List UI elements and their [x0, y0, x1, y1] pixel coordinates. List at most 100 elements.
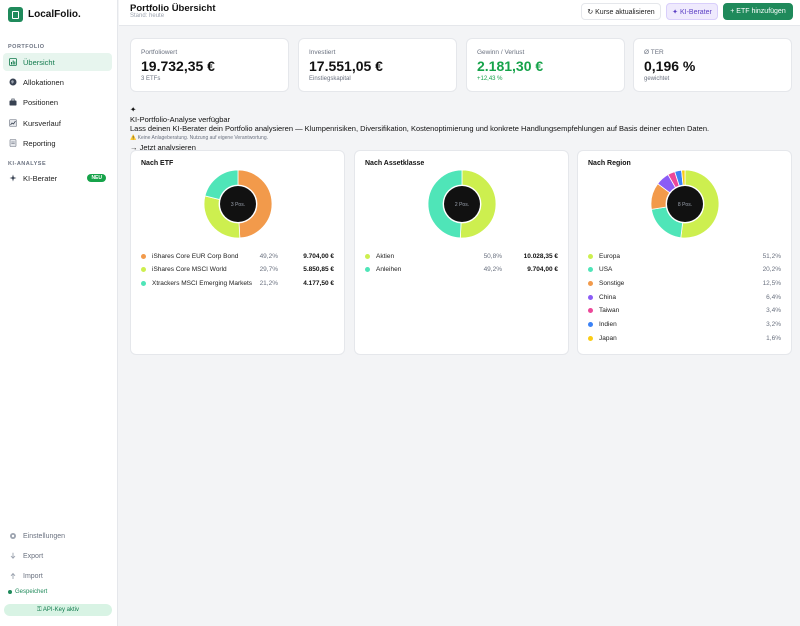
sidebar-item-ki-berater[interactable]: KI-Berater NEU	[3, 169, 112, 187]
sidebar-item-label: Export	[23, 552, 44, 560]
sidebar-item-label: Positionen	[23, 97, 59, 107]
legend-name: Taiwan	[599, 307, 620, 315]
sidebar-item-label: Übersicht	[23, 57, 55, 67]
sidebar-item-label: Kursverlauf	[23, 118, 61, 128]
legend-dot-icon	[588, 253, 593, 259]
donut-slice[interactable]	[459, 169, 497, 239]
legend-row[interactable]: Indien 3,2%	[588, 320, 781, 330]
analyze-now-link[interactable]: → Jetzt analysieren	[130, 142, 196, 152]
legend-dot-icon	[141, 280, 146, 286]
stat-label: Gewinn / Verlust	[477, 49, 525, 56]
legend-value: 9.704,00 €	[527, 266, 558, 274]
donut-center-label: 2 Pos.	[455, 202, 469, 208]
sidebar-item-label: Reporting	[23, 138, 56, 148]
status-dot-icon	[8, 590, 12, 594]
upload-icon	[10, 572, 16, 579]
legend-name: USA	[599, 266, 613, 274]
legend-name: China	[599, 293, 616, 301]
donut-center-label: 8 Pos.	[678, 202, 692, 208]
donut-center	[444, 186, 480, 222]
refresh-prices-button[interactable]: ↻ Kurse aktualisieren	[581, 3, 661, 20]
legend-percent: 29,7%	[259, 266, 278, 274]
legend-dot-icon	[588, 322, 593, 327]
legend-dot-icon	[588, 280, 593, 286]
gear-icon	[10, 533, 16, 539]
legend-percent: 20,2%	[762, 266, 781, 274]
stat-card-ter: Ø TER 0,196 % gewichtet	[633, 38, 792, 92]
donut-chart: 8 Pos.	[650, 169, 720, 239]
legend-row[interactable]: iShares Core EUR Corp Bond 49,2% 9.704,00 …	[141, 251, 334, 261]
stat-value: 19.732,35 €	[141, 58, 215, 74]
legend-name: Anleihen	[376, 266, 402, 274]
legend-row[interactable]: USA 20,2%	[588, 265, 781, 275]
logo-icon	[8, 7, 23, 22]
donut-slice[interactable]	[681, 169, 686, 186]
legend-name: Aktien	[376, 252, 395, 260]
sidebar-item-label: Allokationen	[23, 77, 64, 87]
legend-row[interactable]: China 6,4%	[588, 292, 781, 302]
ki-disclaimer: ⚠️ Keine Anlageberatung. Nutzung auf eig…	[130, 134, 268, 141]
legend-row[interactable]: Xtrackers MSCI Emerging Markets 21,2% 4.17…	[141, 278, 334, 288]
legend-percent: 21,2%	[259, 279, 278, 287]
stat-card-investiert: Investiert 17.551,05 € Einstiegskapital	[298, 38, 457, 92]
ki-berater-button[interactable]: ✦ KI-Berater	[666, 3, 718, 20]
stat-value: 17.551,05 €	[309, 58, 383, 74]
legend-row[interactable]: Anleihen 49,2% 9.704,00 €	[365, 265, 558, 275]
donut-slice[interactable]	[204, 169, 239, 200]
api-key-status[interactable]: ⚿ API-Key aktiv	[4, 604, 112, 616]
legend-percent: 50,8%	[483, 252, 502, 260]
donut-center	[220, 186, 256, 222]
sidebar-item-label: Import	[23, 572, 43, 580]
briefcase-icon	[9, 98, 17, 106]
donut-slice[interactable]	[680, 169, 720, 239]
legend-row[interactable]: Taiwan 3,4%	[588, 306, 781, 316]
brand-name: LocalFolio.	[28, 9, 81, 20]
bar-chart-icon	[9, 58, 17, 66]
sidebar-item-kursverlauf[interactable]: Kursverlauf	[3, 114, 112, 132]
download-icon	[10, 552, 16, 559]
donut-slice[interactable]	[237, 169, 273, 239]
sidebar-item-import[interactable]: Import	[3, 568, 112, 584]
legend-row[interactable]: Aktien 50,8% 10.028,35 €	[365, 251, 558, 261]
legend-name: Europa	[599, 252, 620, 260]
sidebar-item-einstellungen[interactable]: Einstellungen	[3, 528, 112, 544]
sidebar-item-reporting[interactable]: Reporting	[3, 134, 112, 152]
legend-name: Japan	[599, 334, 617, 342]
donut-center-label: 3 Pos.	[231, 202, 245, 208]
section-label-ki: KI-ANALYSE	[8, 161, 47, 167]
legend-row[interactable]: Sonstige 12,5%	[588, 278, 781, 288]
page-title: Portfolio Übersicht	[130, 3, 216, 14]
legend-dot-icon	[588, 294, 593, 300]
globe-icon	[9, 78, 17, 86]
legend-name: Xtrackers MSCI Emerging Markets	[152, 279, 253, 287]
legend-dot-icon	[588, 335, 593, 341]
legend-percent: 12,5%	[762, 279, 781, 287]
legend-percent: 1,6%	[766, 334, 781, 342]
brand[interactable]: LocalFolio.	[8, 7, 81, 22]
sidebar-item-uebersicht[interactable]: Übersicht	[3, 53, 112, 71]
sidebar-item-allokationen[interactable]: Allokationen	[3, 73, 112, 91]
legend-row[interactable]: Japan 1,6%	[588, 333, 781, 343]
legend-percent: 6,4%	[766, 293, 781, 301]
legend-row[interactable]: Europa 51,2%	[588, 251, 781, 261]
donut-chart: 2 Pos.	[427, 169, 497, 239]
sparkle-icon	[9, 174, 17, 182]
stat-card-gewinn-verlust: Gewinn / Verlust 2.181,30 € +12,43 %	[466, 38, 625, 92]
legend-value: 4.177,50 €	[303, 279, 334, 287]
legend-dot-icon	[141, 267, 146, 273]
donut-slice[interactable]	[427, 169, 463, 239]
add-etf-button[interactable]: + ETF hinzufügen	[723, 3, 793, 20]
legend-dot-icon	[365, 253, 370, 259]
sidebar-item-label: Einstellungen	[23, 532, 66, 540]
sidebar-item-export[interactable]: Export	[3, 548, 112, 564]
legend-dot-icon	[141, 253, 146, 259]
new-badge: NEU	[87, 174, 106, 182]
panel-title: Nach Region	[588, 160, 631, 167]
legend-row[interactable]: iShares Core MSCI World 29,7% 5.850,85 €	[141, 265, 334, 275]
legend-dot-icon	[588, 308, 593, 314]
stat-card-portfoliowert: Portfoliowert 19.732,35 € 3 ETFs	[130, 38, 289, 92]
sidebar-item-positionen[interactable]: Positionen	[3, 93, 112, 111]
legend-name: iShares Core EUR Corp Bond	[152, 252, 239, 260]
legend-value: 10.028,35 €	[523, 252, 558, 260]
stat-label: Ø TER	[644, 49, 664, 56]
